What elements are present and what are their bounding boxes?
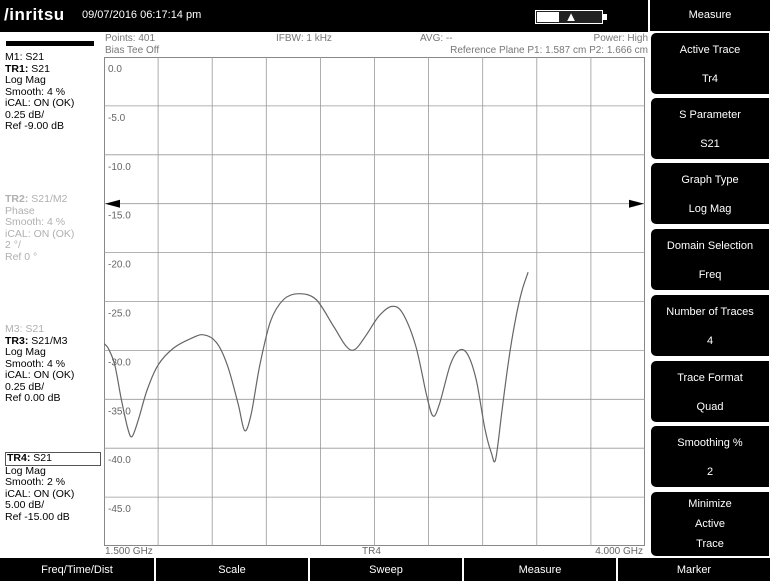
graph-type-softkey[interactable]: Graph Type Log Mag [650, 162, 770, 225]
trace-graph[interactable]: 0.0 -5.0 -10.0 -15.0 -20.0 -25.0 -30.0 -35.0 -40… [103, 57, 645, 546]
menu-scale[interactable]: Scale [154, 558, 308, 581]
menu-measure[interactable]: Measure [462, 558, 616, 581]
y-tick-label: -40.0 [108, 455, 131, 466]
y-tick-label: 0.0 [108, 64, 122, 75]
graph-svg: 0.0 -5.0 -10.0 -15.0 -20.0 -25.0 -30.0 -35.0 -40… [103, 57, 645, 546]
y-label-bg [105, 403, 133, 417]
y-tick-label: -45.0 [108, 504, 131, 515]
stop-frequency: 4.000 GHz [595, 546, 643, 557]
trace-format-softkey[interactable]: Trace Format Quad [650, 360, 770, 423]
menu-marker[interactable]: Marker [616, 558, 770, 581]
tr4-block[interactable]: TR4: S21 Log Mag Smooth: 2 % iCAL: ON (O… [5, 452, 101, 523]
trace-info-panel: M1: S21 TR1: S21 Log Mag Smooth: 4 % iCA… [0, 32, 104, 556]
y-label-bg [105, 109, 133, 123]
menu-sweep[interactable]: Sweep [308, 558, 462, 581]
anritsu-logo: /inritsu [4, 5, 65, 24]
points-label: Points: 401 [105, 33, 156, 44]
s-parameter-softkey[interactable]: S Parameter S21 [650, 97, 770, 160]
domain-selection-softkey[interactable]: Domain Selection Freq [650, 228, 770, 291]
y-tick-label: -35.0 [108, 406, 131, 417]
reference-plane-label: Reference Plane P1: 1.587 cm P2: 1.666 c… [450, 45, 648, 56]
status-bar: /inritsu 09/07/2016 06:17:14 pm ▲ [0, 0, 648, 32]
reference-right-arrow-icon [629, 199, 644, 208]
smoothing-softkey[interactable]: Smoothing % 2 [650, 425, 770, 488]
y-tick-label: -10.0 [108, 162, 131, 173]
measurement-info-header: Points: 401 Bias Tee Off IFBW: 1 kHz AVG… [104, 32, 648, 58]
bias-tee-label: Bias Tee Off [105, 45, 160, 56]
tr1-block[interactable]: M1: S21 TR1: S21 Log Mag Smooth: 4 % iCA… [5, 51, 75, 132]
y-label-bg [105, 305, 133, 319]
avg-label: AVG: -- [420, 33, 453, 44]
y-label-bg [105, 256, 133, 270]
y-label-bg [105, 207, 133, 221]
power-plug-icon: ▲ [564, 9, 578, 24]
y-tick-label: -15.0 [108, 211, 131, 222]
tr3-title: TR3: [5, 334, 29, 347]
active-trace-label: TR4 [362, 546, 381, 557]
tr1-title: TR1: [5, 62, 29, 75]
marker-m1-label: M1: S21 [5, 51, 45, 63]
y-tick-label: -5.0 [108, 113, 126, 124]
y-tick-label: -20.0 [108, 260, 131, 271]
minimize-active-trace-softkey[interactable]: Minimize Active Trace [650, 491, 770, 557]
softkey-menu-title: Measure [648, 0, 770, 31]
power-label: Power: High [593, 33, 648, 44]
tr2-title: TR2: [5, 193, 29, 205]
reference-left-arrow-icon [105, 199, 120, 208]
y-label-bg [105, 501, 133, 515]
active-trace-softkey[interactable]: Active Trace Tr4 [650, 32, 770, 95]
y-tick-label: -30.0 [108, 357, 131, 368]
softkey-menu: Measure Active Trace Tr4 S Parameter S21… [648, 0, 770, 558]
tr3-block[interactable]: M3: S21 TR3: S21/M3 Log Mag Smooth: 4 % … [5, 323, 75, 404]
tr4-trace-line [103, 272, 529, 463]
tr2-block[interactable]: TR2: S21/M2 Phase Smooth: 4 % iCAL: ON (… [5, 193, 75, 263]
frequency-axis: 1.500 GHz TR4 4.000 GHz [104, 546, 645, 557]
main-menu-bar: Freq/Time/Dist Scale Sweep Measure Marke… [0, 558, 770, 581]
datetime: 09/07/2016 06:17:14 pm [82, 9, 202, 21]
tr4-title: TR4: [7, 452, 31, 464]
y-label-bg [105, 158, 133, 172]
y-tick-label: -25.0 [108, 309, 131, 320]
menu-freq-time-dist[interactable]: Freq/Time/Dist [41, 564, 113, 576]
active-trace-bar [6, 41, 94, 46]
marker-m3-label: M3: S21 [5, 323, 45, 335]
ifbw-label: IFBW: 1 kHz [276, 33, 332, 44]
y-label-bg [105, 452, 133, 466]
battery-icon: ▲ [535, 9, 607, 24]
start-frequency: 1.500 GHz [105, 546, 153, 557]
number-of-traces-softkey[interactable]: Number of Traces 4 [650, 294, 770, 357]
y-label-bg [105, 61, 133, 74]
